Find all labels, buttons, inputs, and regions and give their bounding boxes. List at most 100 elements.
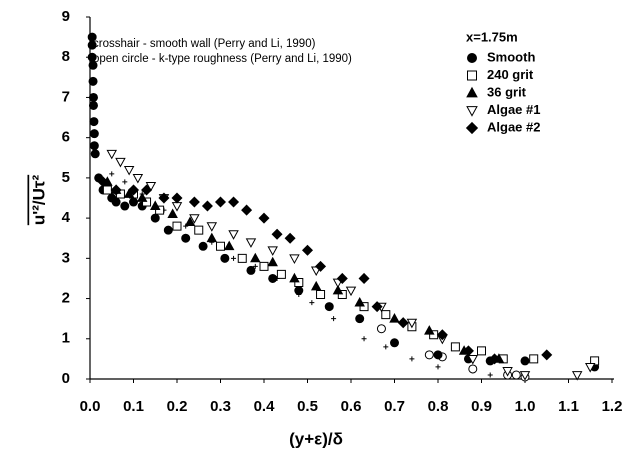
point <box>201 200 213 212</box>
point <box>228 230 239 240</box>
legend-label: Algae #2 <box>487 119 540 134</box>
x-tick-label: 0.1 <box>123 398 144 415</box>
point <box>294 286 304 296</box>
point <box>106 149 117 160</box>
point <box>268 273 278 283</box>
point <box>520 356 530 366</box>
point <box>267 246 278 256</box>
y-tick-label: 6 <box>62 129 70 146</box>
point <box>316 290 326 300</box>
point <box>231 255 237 261</box>
y-tick-label: 3 <box>62 249 70 266</box>
point <box>259 261 269 271</box>
point <box>355 314 365 324</box>
point <box>361 336 367 342</box>
legend-marker <box>465 121 479 135</box>
point <box>284 232 296 244</box>
legend-marker <box>467 70 477 81</box>
legend-label: Algae #1 <box>487 102 540 117</box>
point <box>332 284 344 295</box>
point <box>216 241 225 251</box>
x-tick-label: 1.2 <box>602 398 623 415</box>
point <box>109 171 115 177</box>
point <box>371 301 383 313</box>
point <box>181 233 191 243</box>
point <box>424 325 435 335</box>
annotation: open circle - k-type roughness (Perry an… <box>93 53 352 65</box>
x-axis-label: (y+ε)/δ <box>289 429 343 448</box>
point <box>436 329 448 341</box>
legend-label: Smooth <box>487 49 535 64</box>
point <box>188 196 200 208</box>
point <box>358 272 370 284</box>
y-tick-label: 7 <box>62 88 70 105</box>
point <box>120 201 130 211</box>
point <box>89 117 99 127</box>
y-tick-label: 1 <box>62 330 70 347</box>
point <box>519 371 531 381</box>
point <box>206 232 218 243</box>
point <box>198 241 208 251</box>
point <box>276 269 286 279</box>
point <box>336 272 348 284</box>
y-tick-label: 9 <box>62 8 70 25</box>
point <box>289 272 300 283</box>
x-tick-label: 0.4 <box>254 398 276 415</box>
point <box>450 342 460 352</box>
point <box>97 176 109 188</box>
point <box>223 240 235 251</box>
point <box>88 60 98 70</box>
point <box>88 100 98 110</box>
point <box>389 313 400 323</box>
point <box>435 364 441 370</box>
point <box>90 149 100 159</box>
x-tick-label: 0.0 <box>80 398 101 415</box>
point <box>110 184 122 196</box>
point <box>301 244 314 256</box>
point <box>502 367 513 377</box>
point <box>122 179 128 185</box>
point <box>237 253 247 263</box>
point <box>345 286 357 297</box>
y-tick-label: 2 <box>62 290 70 307</box>
point <box>571 371 583 381</box>
point <box>150 200 161 210</box>
legend-title: x=1.75m <box>466 29 518 44</box>
point <box>376 324 386 334</box>
point <box>158 192 170 204</box>
point <box>468 364 478 374</box>
annotation: crosshair - smooth wall (Perry and Li, 1… <box>93 38 316 50</box>
point <box>88 76 98 86</box>
point <box>267 256 278 267</box>
point <box>529 354 539 364</box>
legend-marker <box>466 106 478 117</box>
y-tick-label: 8 <box>62 48 70 65</box>
x-tick-label: 0.5 <box>297 398 318 415</box>
point <box>115 157 126 168</box>
point <box>324 302 334 312</box>
x-tick-label: 1.0 <box>515 398 536 415</box>
y-tick-label: 4 <box>62 209 71 226</box>
point <box>487 372 493 378</box>
point <box>111 197 121 207</box>
y-tick-label: 5 <box>62 169 70 186</box>
point <box>171 202 183 212</box>
point <box>89 141 99 151</box>
point <box>184 216 196 227</box>
legend-marker <box>466 86 478 98</box>
point <box>383 344 389 350</box>
point <box>88 92 98 102</box>
y-tick-label: 0 <box>62 370 70 387</box>
point <box>310 280 322 291</box>
x-tick-label: 0.2 <box>167 398 188 415</box>
point <box>189 214 200 224</box>
point <box>87 40 97 50</box>
point <box>228 196 240 208</box>
point <box>246 265 256 275</box>
point <box>389 338 400 348</box>
point <box>206 222 218 232</box>
point <box>590 356 600 366</box>
x-tick-label: 0.9 <box>471 398 492 415</box>
point <box>258 212 270 224</box>
